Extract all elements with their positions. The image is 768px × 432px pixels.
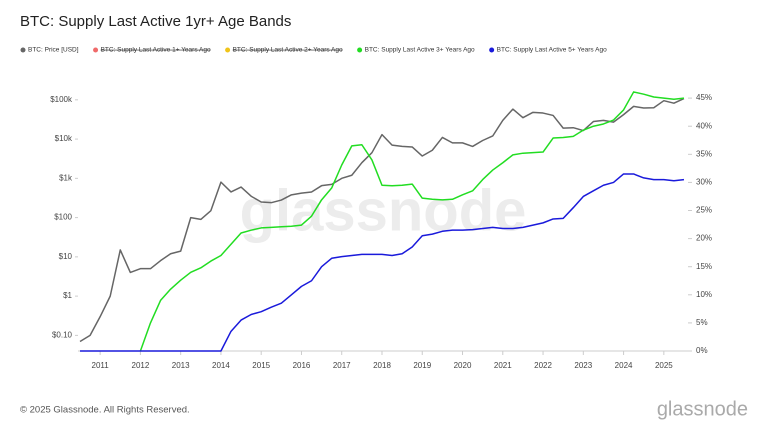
legend-marker (93, 47, 99, 53)
series-line (139, 91, 685, 352)
legend-marker (20, 47, 26, 53)
legend-label: BTC: Supply Last Active 5+ Years Ago (497, 47, 607, 54)
x-tick-label: 2024 (615, 361, 633, 370)
legend-label: BTC: Supply Last Active 3+ Years Ago (365, 47, 475, 54)
legend-label: BTC: Price [USD] (28, 47, 79, 54)
x-tick-label: 2016 (293, 361, 311, 370)
x-tick-label: 2015 (252, 361, 270, 370)
y2-tick-label: 15% (696, 262, 712, 271)
legend-label: BTC: Supply Last Active 2+ Years Ago (233, 47, 343, 54)
watermark: glassnode (240, 178, 527, 243)
x-tick-label: 2025 (655, 361, 673, 370)
chart-title: BTC: Supply Last Active 1yr+ Age Bands (20, 13, 291, 30)
x-tick-label: 2022 (534, 361, 552, 370)
y2-tick-label: 25% (696, 206, 712, 215)
y-tick-label: $10k (55, 134, 73, 143)
x-tick-label: 2011 (92, 361, 110, 370)
legend-marker (489, 47, 495, 53)
legend-marker (357, 47, 363, 53)
x-tick-label: 2020 (454, 361, 472, 370)
y2-tick-label: 10% (696, 290, 712, 299)
logo: glassnode (657, 398, 748, 420)
y-tick-label: $100k (50, 95, 73, 104)
legend-marker (225, 47, 231, 53)
y2-tick-label: 30% (696, 178, 712, 187)
y2-tick-label: 5% (696, 318, 708, 327)
y-tick-label: $1k (59, 173, 73, 182)
x-tick-label: 2023 (574, 361, 592, 370)
y2-tick-label: 35% (696, 149, 712, 158)
y-tick-label: $0.10 (52, 330, 73, 339)
footer: © 2025 Glassnode. All Rights Reserved. (20, 405, 190, 416)
series-line (80, 173, 685, 352)
y-tick-label: $10 (59, 252, 73, 261)
y-tick-label: $100 (54, 213, 72, 222)
y-tick-label: $1 (63, 291, 72, 300)
x-tick-label: 2021 (494, 361, 512, 370)
y2-tick-label: 45% (696, 93, 712, 102)
y2-tick-label: 0% (696, 346, 708, 355)
x-tick-label: 2013 (172, 361, 190, 370)
x-tick-label: 2012 (132, 361, 150, 370)
x-tick-label: 2018 (373, 361, 391, 370)
y2-tick-label: 20% (696, 234, 712, 243)
legend-label: BTC: Supply Last Active 1+ Years Ago (101, 47, 211, 54)
y2-tick-label: 40% (696, 121, 712, 130)
x-tick-label: 2014 (212, 361, 230, 370)
x-tick-label: 2017 (333, 361, 351, 370)
x-tick-label: 2019 (413, 361, 431, 370)
